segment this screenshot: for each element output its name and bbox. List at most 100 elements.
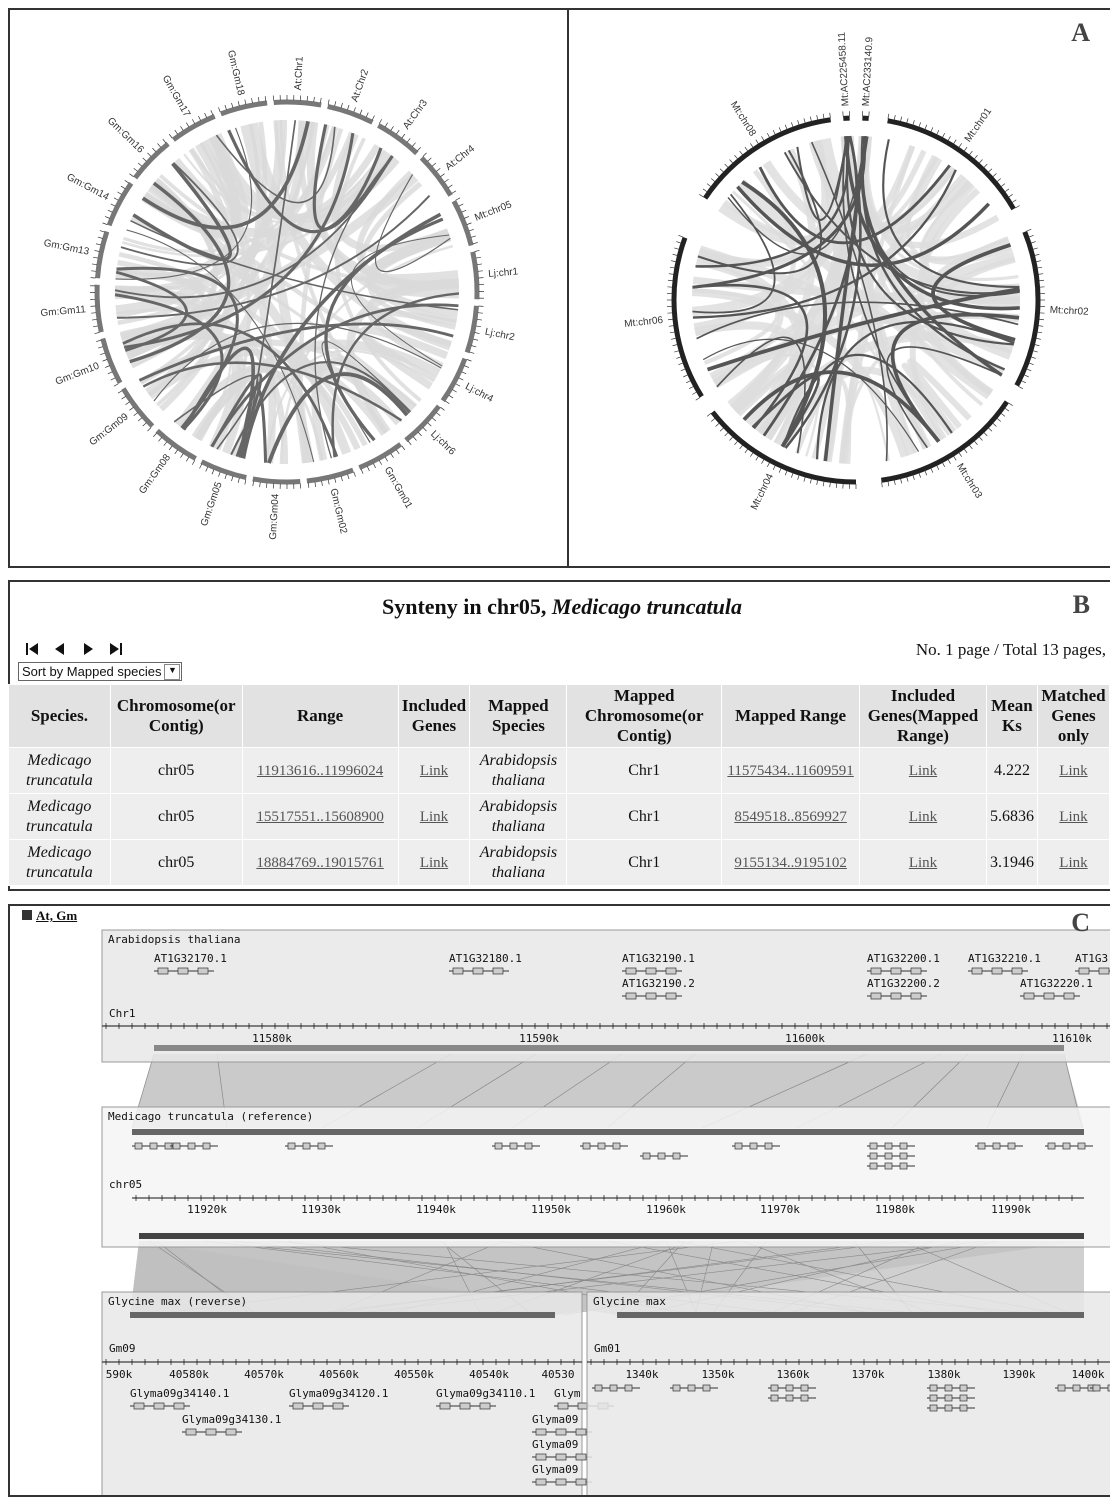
arc-tick <box>1015 206 1019 209</box>
exon <box>558 1403 568 1409</box>
aligned-region-bar <box>132 1129 1084 1135</box>
arc-tick <box>366 113 368 118</box>
exon <box>598 1143 605 1149</box>
arc-tick <box>974 155 977 159</box>
cell-text: Chr1 <box>628 762 660 779</box>
pager-nav[interactable] <box>24 640 144 660</box>
chromosome-label: Mt:chr01 <box>963 106 995 145</box>
dropdown-arrow[interactable]: ▼ <box>164 664 180 680</box>
arc-tick <box>347 474 349 479</box>
arc-tick <box>767 462 769 466</box>
cell-link[interactable]: Link <box>420 855 448 871</box>
track-title: Glycine max <box>593 1295 666 1308</box>
chromosome-label: Gm:Gm05 <box>199 480 225 528</box>
chromosome-arc <box>359 444 400 467</box>
arc-tick <box>360 110 362 115</box>
arc-tick <box>730 437 733 441</box>
chromosome-arc <box>109 183 131 225</box>
prev-icon[interactable] <box>55 643 64 655</box>
cell-link[interactable]: 15517551..15608900 <box>256 809 384 825</box>
arc-tick <box>452 191 456 194</box>
table-cell: Link <box>1037 794 1109 840</box>
cell-link[interactable]: 11913616..11996024 <box>257 763 383 779</box>
arc-tick <box>894 480 895 485</box>
chromosome-arc <box>202 462 247 478</box>
last-icon[interactable] <box>120 643 122 655</box>
arc-tick <box>725 432 728 436</box>
column-header: Included Genes <box>398 685 470 748</box>
exon <box>610 1385 617 1391</box>
gene-label: Glyma09 <box>532 1438 578 1451</box>
cell-link[interactable]: 18884769..19015761 <box>256 855 384 871</box>
arc-tick <box>925 125 927 130</box>
arc-tick <box>750 143 753 147</box>
gene-label: AT1G3 <box>1075 952 1108 965</box>
arc-tick <box>711 179 715 182</box>
chromosome-label: Gm:Gm09 <box>87 411 131 448</box>
arc-tick <box>477 319 482 320</box>
arc-tick <box>143 158 147 161</box>
cell-link[interactable]: Link <box>1059 763 1087 779</box>
table-cell: 15517551..15608900 <box>242 794 398 840</box>
arc-tick <box>669 274 674 275</box>
arc-tick <box>931 127 933 132</box>
next-icon[interactable] <box>84 643 93 655</box>
exon <box>313 1403 323 1409</box>
exon <box>930 1405 937 1411</box>
column-header: Included Genes(Mapped Range) <box>860 685 987 748</box>
arc-tick <box>703 189 707 192</box>
chromosome-label: Mt:AC225458.11 <box>837 31 852 106</box>
cell-link[interactable]: Link <box>1059 855 1087 871</box>
exon <box>583 1143 590 1149</box>
cell-link[interactable]: 8549518..8569927 <box>734 809 847 825</box>
axis-tick-label: 1380k <box>927 1368 960 1381</box>
arc-tick <box>138 163 142 166</box>
collapse-icon[interactable] <box>22 910 32 920</box>
cell-link[interactable]: Link <box>909 763 937 779</box>
cell-link[interactable]: 9155134..9195102 <box>734 855 847 871</box>
chromosome-arc <box>328 106 373 122</box>
group-name[interactable]: At, Gm <box>36 908 77 923</box>
arc-tick <box>175 130 178 134</box>
exon <box>613 1143 620 1149</box>
table-cell: Link <box>860 794 987 840</box>
chromosome-arc <box>97 285 101 332</box>
chromosome-arc <box>173 116 214 139</box>
sort-text[interactable]: Sort by Mapped species <box>22 664 161 679</box>
first-icon[interactable] <box>29 643 38 655</box>
cell-link[interactable]: Link <box>909 809 937 825</box>
cell-link[interactable]: Link <box>420 809 448 825</box>
cell-link[interactable]: Link <box>909 855 937 871</box>
exon <box>626 993 636 999</box>
arc-tick <box>740 445 743 449</box>
arc-tick <box>225 474 227 479</box>
exon <box>891 968 901 974</box>
arc-tick <box>428 158 432 161</box>
arc-tick <box>158 144 161 148</box>
arc-tick <box>225 105 227 110</box>
arc-tick <box>997 179 1001 182</box>
exon <box>134 1403 144 1409</box>
first-icon[interactable] <box>26 643 28 655</box>
exon <box>771 1385 778 1391</box>
sort-select[interactable]: Sort by Mapped species ▼ <box>18 662 182 681</box>
exon <box>318 1143 325 1149</box>
chromosome-label: Gm:Gm01 <box>382 465 415 511</box>
cell-link[interactable]: Link <box>1059 809 1087 825</box>
exon <box>960 1395 967 1401</box>
arc-tick <box>740 151 743 155</box>
arc-tick <box>1036 338 1041 339</box>
arc-tick <box>169 446 172 450</box>
group-toggle[interactable]: At, Gm <box>22 908 77 924</box>
arc-tick <box>118 391 122 394</box>
last-icon[interactable] <box>110 643 119 655</box>
exon <box>646 993 656 999</box>
arc-tick <box>93 257 98 258</box>
arc-tick <box>111 204 115 206</box>
chromosome-label: Gm:Gm18 <box>225 49 246 97</box>
exon <box>495 1143 502 1149</box>
arc-tick <box>432 163 436 166</box>
cell-link[interactable]: 11575434..11609591 <box>727 763 853 779</box>
cell-link[interactable]: Link <box>420 763 448 779</box>
